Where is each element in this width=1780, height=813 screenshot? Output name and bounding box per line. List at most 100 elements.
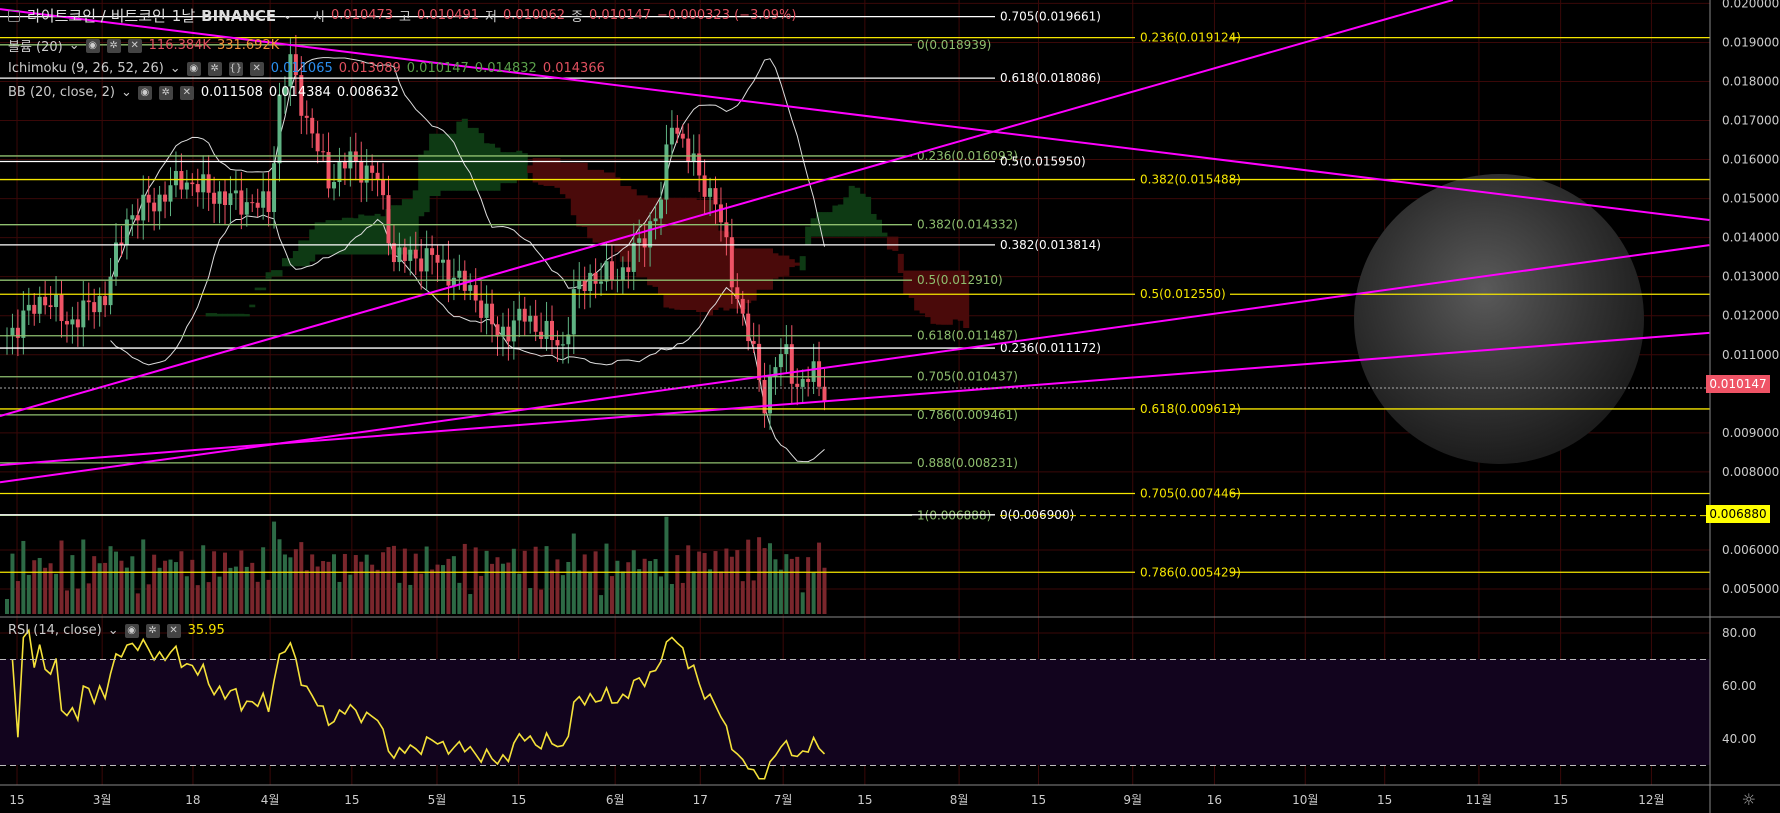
- volume-bar: [402, 548, 407, 614]
- volume-value: 116.384K: [148, 38, 211, 53]
- candle-body: [299, 75, 304, 116]
- fib-level-label: 0.618(0.018086): [1000, 71, 1101, 85]
- volume-bar: [152, 554, 157, 614]
- alert-price-tag[interactable]: 0.006880: [1706, 505, 1770, 523]
- volume-bar: [217, 576, 222, 614]
- volume-bar: [97, 563, 102, 614]
- trend-lines[interactable]: [0, 0, 1710, 484]
- candle-body: [130, 215, 135, 220]
- fib-level-label: 0.705(0.019661): [1000, 10, 1101, 24]
- close-icon[interactable]: ✕: [249, 61, 264, 76]
- close-icon[interactable]: ✕: [127, 38, 142, 53]
- candle-body: [75, 319, 80, 328]
- interval[interactable]: 1날: [171, 7, 196, 25]
- ichimoku-label[interactable]: Ichimoku (9, 26, 52, 26): [8, 61, 164, 76]
- volume-label[interactable]: 볼륨 (20): [8, 40, 63, 55]
- source-icon[interactable]: {}: [228, 61, 243, 76]
- candle-body: [729, 237, 734, 288]
- candle-body: [473, 285, 478, 301]
- candle-body: [413, 249, 418, 259]
- volume-bar: [419, 573, 424, 614]
- volume-bar: [108, 546, 113, 614]
- chevron-down-icon[interactable]: ⌄: [282, 8, 294, 23]
- eye-icon[interactable]: ◉: [137, 85, 152, 100]
- eye-icon[interactable]: ◉: [124, 623, 139, 638]
- volume-bar: [261, 547, 266, 614]
- candle-body: [146, 194, 151, 203]
- volume-bar: [718, 571, 723, 614]
- candle-body: [708, 188, 713, 197]
- high-label: 고: [399, 10, 412, 25]
- price-tick-label: 0.016000: [1722, 153, 1779, 167]
- volume-bar: [757, 537, 762, 614]
- gear-icon[interactable]: ✲: [158, 85, 173, 100]
- volume-bar: [430, 569, 435, 614]
- volume-bar: [691, 571, 696, 614]
- time-tick-label: 15: [1031, 793, 1046, 807]
- candle-body: [784, 344, 789, 355]
- rsi-band: [0, 659, 1710, 765]
- close-icon[interactable]: ✕: [166, 623, 181, 638]
- volume-bar: [637, 569, 642, 614]
- rsi-tick-label: 80.00: [1722, 626, 1756, 640]
- candle-body: [789, 344, 794, 384]
- eye-icon[interactable]: ◉: [85, 38, 100, 53]
- bb-legend: BB (20, close, 2) ⌄ ◉ ✲ ✕ 0.011508 0.014384…: [8, 85, 399, 100]
- change-value: −0.000323 (−3.09%): [657, 8, 797, 23]
- fib-level-label: 0.236(0.019124): [1140, 31, 1241, 45]
- volume-bar: [806, 557, 811, 614]
- symbol-name[interactable]: 라이트코인 / 비트코인: [27, 7, 166, 25]
- fib-level-label: 0.5(0.012550): [1140, 287, 1226, 301]
- settings-icon[interactable]: ☼: [1741, 790, 1756, 809]
- candle-body: [768, 376, 772, 414]
- volume-bar: [184, 576, 189, 614]
- gear-icon[interactable]: ✲: [145, 623, 160, 638]
- candle-body: [718, 204, 723, 223]
- volume-bar: [735, 550, 740, 614]
- close-icon[interactable]: ✕: [179, 85, 194, 100]
- candle-body: [740, 298, 745, 314]
- price-tick-label: 0.011000: [1722, 348, 1779, 362]
- fib-level-label: 0.5(0.015950): [1000, 155, 1086, 169]
- volume-bar: [533, 546, 538, 614]
- candle-body: [408, 249, 413, 261]
- volume-bar: [479, 575, 484, 614]
- collapse-icon[interactable]: [8, 9, 20, 22]
- candle-body: [757, 343, 762, 380]
- rsi-label[interactable]: RSI (14, close): [8, 623, 102, 638]
- volume-bar: [10, 553, 15, 614]
- volume-bar: [326, 561, 331, 614]
- candle-body: [217, 191, 222, 204]
- fib-retracements[interactable]: 0.236(0.019124) 0.382(0.015488) 0.5(0.0125…: [0, 10, 1710, 580]
- candles: [5, 35, 827, 430]
- bb-upper: 0.014384: [268, 85, 331, 100]
- bb-label[interactable]: BB (20, close, 2): [8, 85, 115, 100]
- volume-bar: [332, 554, 336, 614]
- volume-bar: [446, 558, 451, 614]
- volume-bar: [26, 574, 31, 614]
- volume-bar: [21, 540, 26, 614]
- candle-body: [457, 270, 462, 278]
- volume-bar: [397, 582, 402, 614]
- gear-icon[interactable]: ✲: [106, 38, 121, 53]
- volume-bar: [582, 554, 587, 614]
- price-tick-label: 0.015000: [1722, 192, 1779, 206]
- candle-body: [637, 238, 642, 243]
- fib-level-label: 0(0.006900): [1000, 508, 1074, 522]
- volume-bar: [484, 550, 489, 614]
- time-tick-label: 15: [1553, 793, 1568, 807]
- price-tick-label: 0.019000: [1722, 35, 1779, 49]
- gear-icon[interactable]: ✲: [207, 61, 222, 76]
- volume-bar: [604, 543, 609, 614]
- ichimoku-lagging: 0.010147: [406, 61, 469, 76]
- candle-body: [593, 272, 598, 284]
- volume-bar: [103, 562, 108, 614]
- time-tick-label: 15: [344, 793, 359, 807]
- volume-bar: [408, 584, 413, 614]
- portrait-image: [1354, 174, 1644, 464]
- candle-body: [239, 190, 244, 215]
- candle-body: [517, 308, 522, 321]
- eye-icon[interactable]: ◉: [186, 61, 201, 76]
- open-label: 시: [313, 10, 326, 25]
